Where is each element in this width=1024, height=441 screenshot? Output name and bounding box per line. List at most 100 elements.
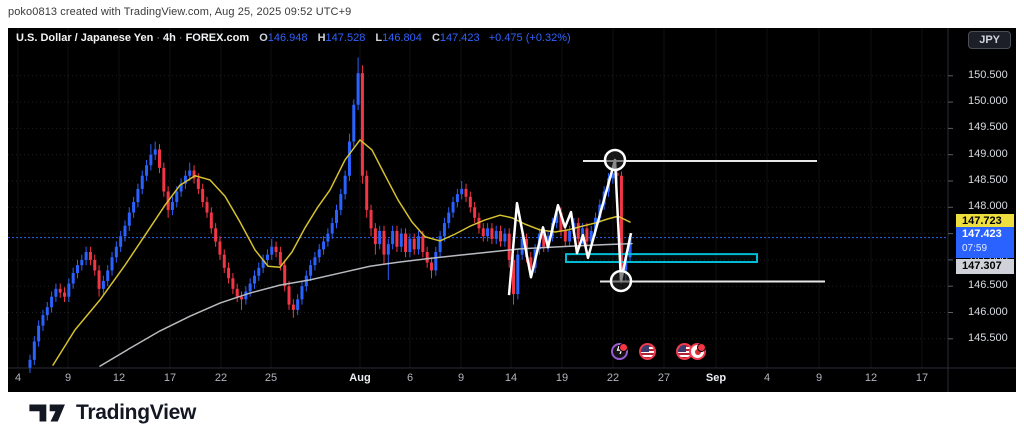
candle [32,336,36,366]
candle [516,249,520,300]
candle [300,280,304,305]
candle [391,225,395,250]
candle [468,191,472,213]
candle [192,165,196,184]
candle [576,217,580,245]
close-value: 147.423 [439,32,480,44]
currency-toggle-button[interactable]: JPY [968,31,1011,49]
interval-label[interactable]: 4h [163,32,176,44]
candle [408,233,412,258]
candle [149,144,153,171]
attribution-text: poko0813 created with TradingView.com, A… [8,6,352,18]
ma-slow-price-label: 147.307 [956,259,1014,274]
time-axis[interactable]: 4 9 12 17 22 25 Aug 6 9 14 19 22 27 Sep 4 9 12 17 [8,369,1016,392]
candle [58,283,62,298]
candle [54,283,58,302]
candle [356,57,360,110]
candle [322,236,326,255]
candle [343,170,347,200]
candle [481,223,485,242]
candle [218,236,222,260]
candle [37,320,41,347]
alert-dot [697,343,706,352]
candle [140,170,144,195]
candle [179,178,183,197]
time-axis-label: 17 [915,372,929,384]
price-axis-label: 150.500 [968,68,1008,81]
candle [412,233,416,255]
candle [451,196,455,218]
time-axis-label: 19 [555,372,569,384]
time-axis-label: 14 [504,372,518,384]
candle [235,283,239,302]
candle [283,259,287,292]
candle [296,294,300,316]
us-flag-canton [641,345,649,352]
candle [127,207,131,231]
time-axis-label: 9 [457,372,465,384]
candle [205,196,209,218]
candle [63,287,67,302]
candle [512,254,516,305]
candle [222,249,226,274]
candle [119,230,123,253]
price-axis[interactable]: 150.500 150.000 149.500 149.000 148.500 148.0… [956,28,1016,368]
candle [434,246,438,276]
last-price-value: 147.423 [962,228,1002,240]
candle [490,223,494,245]
candle [486,223,490,242]
supply-zone-rectangle[interactable] [565,253,758,264]
jp-flag-event-icon[interactable] [689,343,706,360]
candle [244,286,248,305]
tradingview-logo[interactable]: TradingView [28,401,196,425]
candle [455,188,459,208]
tradingview-wordmark: TradingView [76,401,197,424]
target-circle-marker[interactable] [603,148,627,172]
high-value: 147.528 [325,32,366,44]
candle [563,225,567,247]
legend-separator: · [178,32,183,44]
target-circle-marker[interactable] [609,269,633,293]
candle [227,262,231,284]
candle [170,196,174,216]
candle [382,225,386,266]
low-value: 146.804 [382,32,422,44]
time-axis-label: 12 [112,372,126,384]
price-axis-label: 146.500 [968,279,1008,292]
time-axis-label: 22 [606,372,620,384]
bar-countdown: 07:59 [962,243,988,254]
sma-slow-line [99,242,633,367]
change-value: +0.475 (+0.32%) [488,32,571,44]
candle [153,141,157,160]
exchange-label: FOREX.com [185,32,250,44]
candle [106,265,110,287]
candle [442,217,446,242]
candle [520,233,524,260]
candle [473,202,477,224]
chart-canvas[interactable]: U.S. Dollar / Japanese Yen · 4h · FOREX.com … [8,28,1016,392]
candle [347,133,351,181]
candle [417,230,421,255]
time-axis-label: 12 [864,372,878,384]
economic-event-flash-icon[interactable]: ϟ [611,343,628,360]
candle [460,181,464,200]
candle [429,257,433,279]
price-axis-label: 148.500 [968,174,1008,186]
candle [378,225,382,250]
forecast-path-drawing[interactable] [507,158,633,296]
candle [270,238,274,260]
symbol-title[interactable]: U.S. Dollar / Japanese Yen [16,32,154,44]
low-label: L [375,32,383,44]
candle [507,228,511,268]
candle [145,159,149,181]
candle [132,196,136,218]
candle [309,259,313,281]
candle [158,144,162,174]
us-flag-event-icon[interactable] [639,343,656,360]
price-axis-label: 148.000 [968,200,1008,213]
candle [88,246,92,266]
price-axis-label: 150.000 [968,95,1008,108]
candle [188,162,192,181]
candle [274,241,278,258]
time-axis-label: 9 [815,372,823,384]
